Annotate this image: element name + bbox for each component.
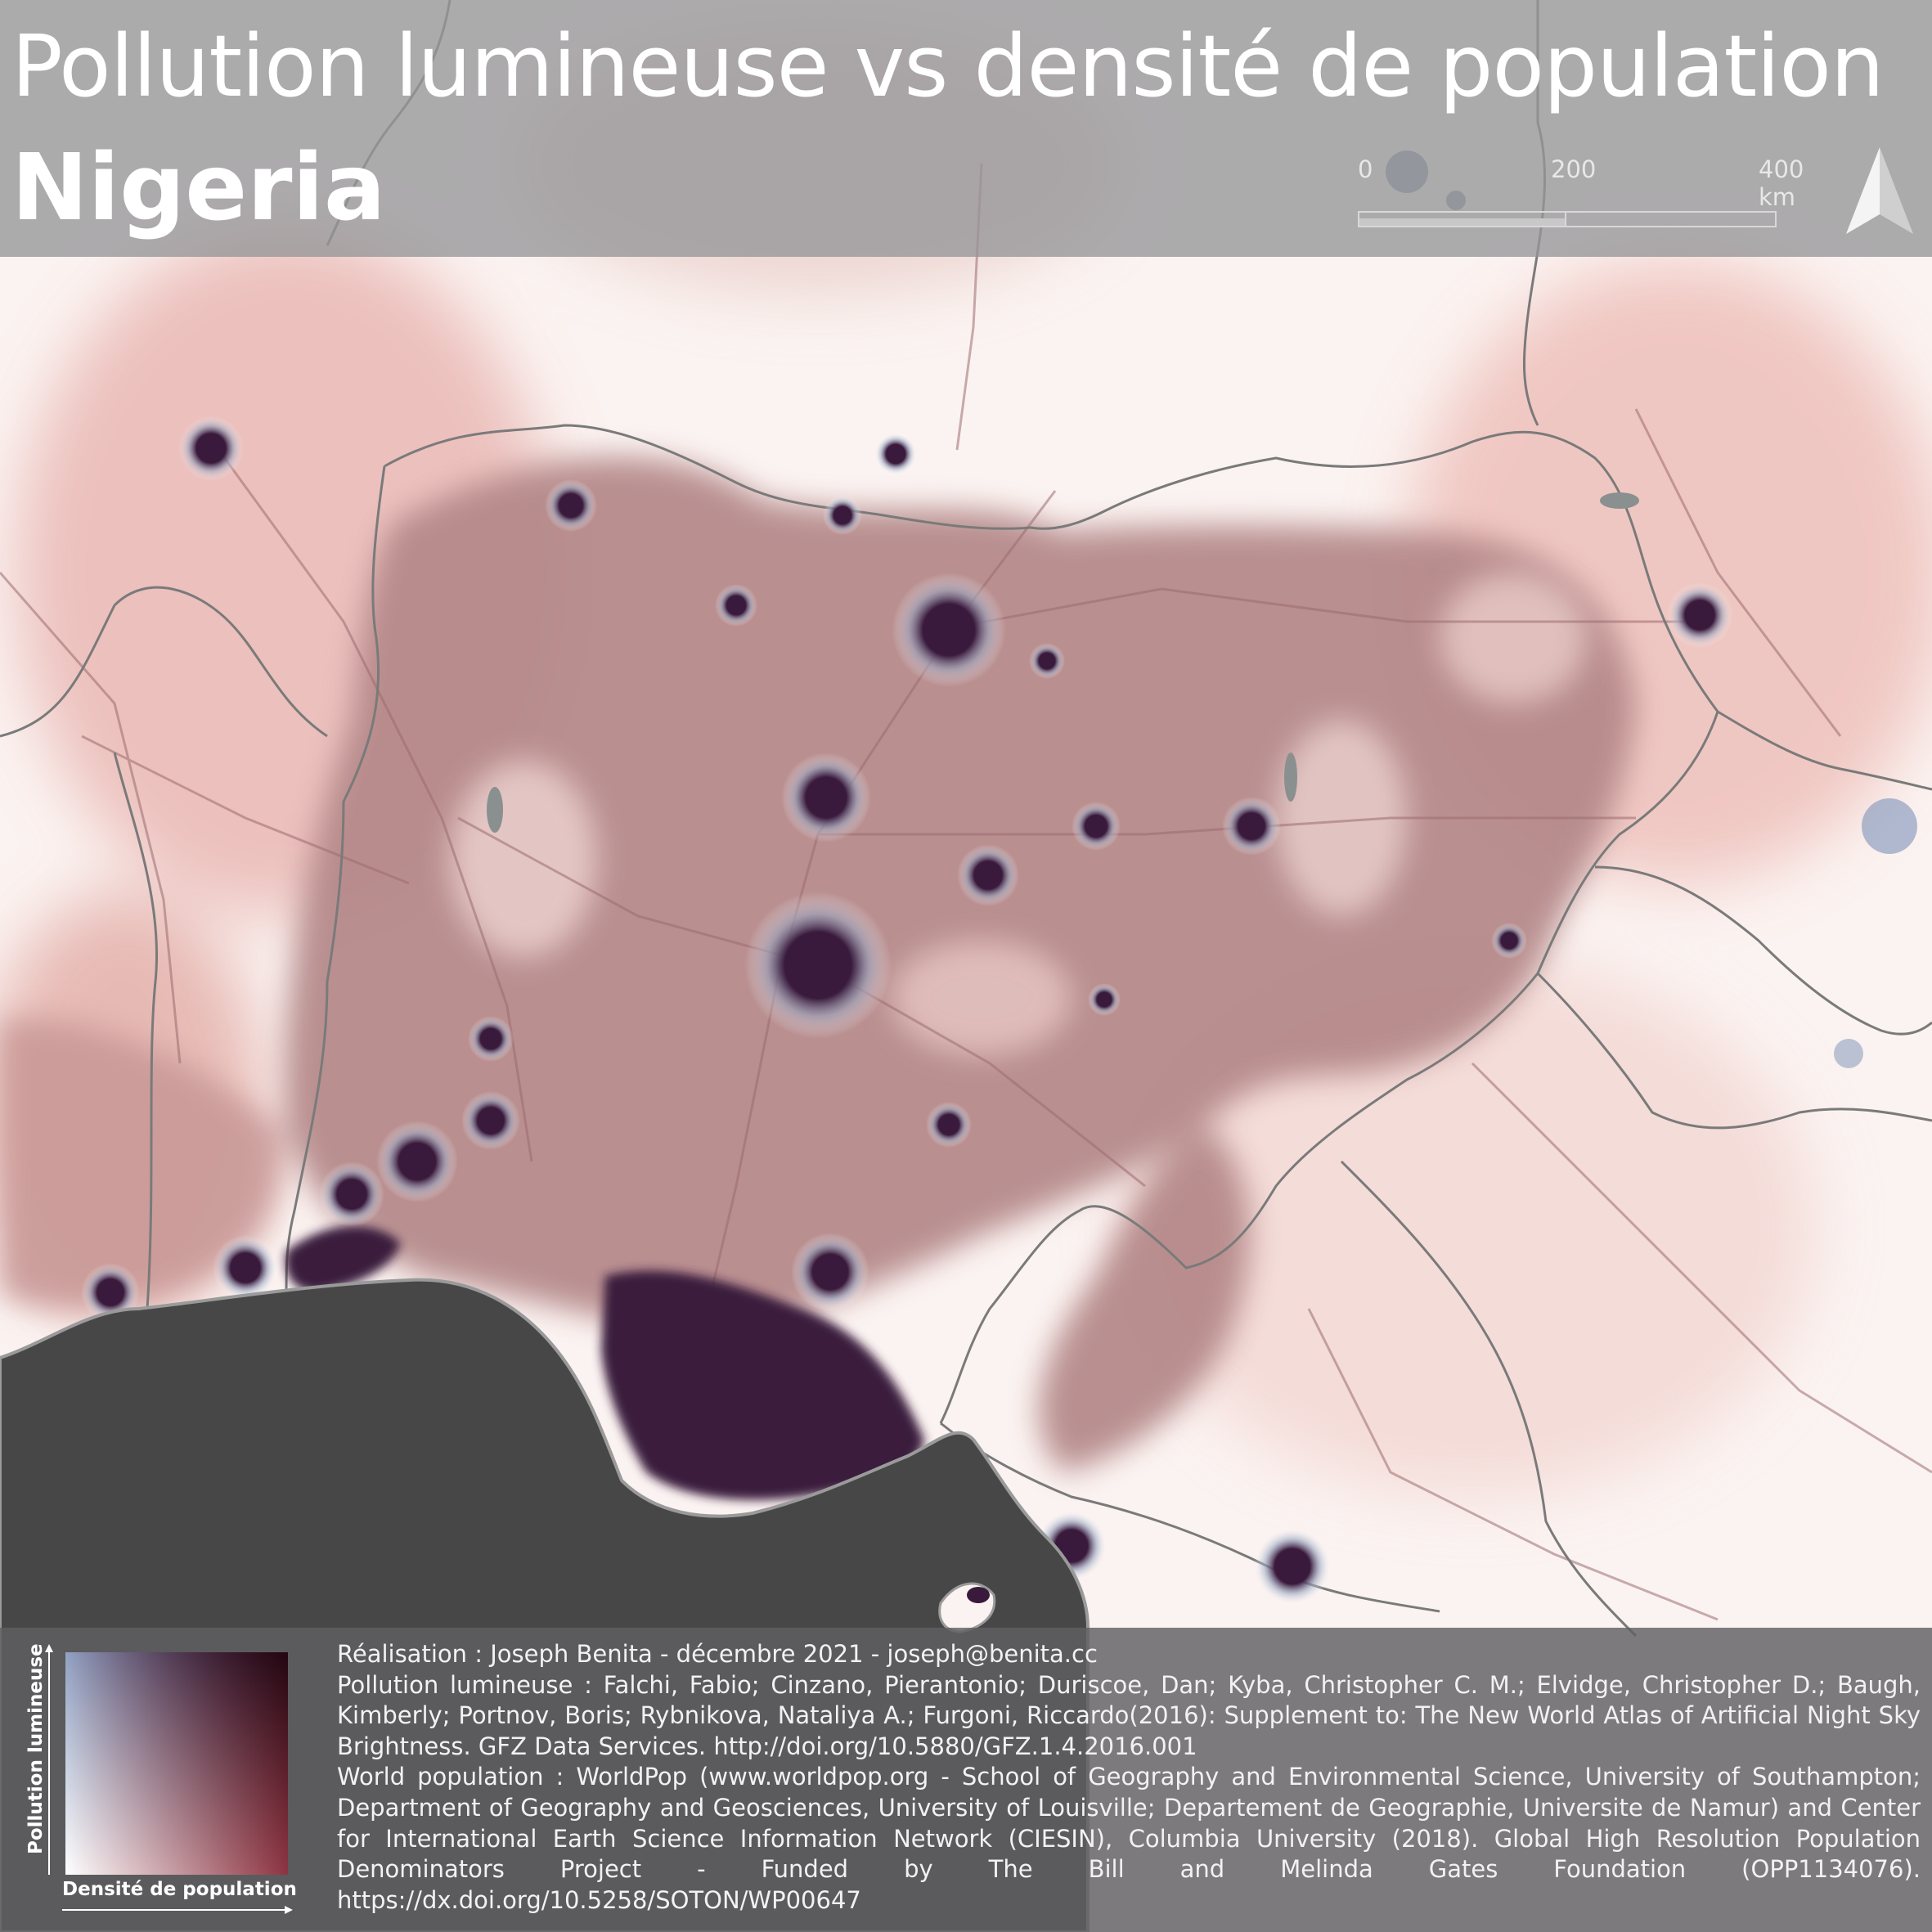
scale-label-200: 200 (1551, 155, 1597, 183)
credit-population-source: World population : WorldPop (www.worldpo… (337, 1763, 1921, 1914)
legend-x-label: Densité de population (62, 1879, 297, 1900)
road-network (0, 163, 1932, 1621)
map-subtitle: Nigeria (11, 135, 386, 241)
bivariate-legend: Pollution lumineuse Densité de populatio… (15, 1643, 297, 1922)
scale-bar-ruler (1358, 211, 1777, 227)
city-glows (81, 151, 1917, 1606)
malabo-glow (967, 1587, 990, 1603)
footer-panel (0, 1628, 1932, 1932)
nigeria-density (0, 456, 1636, 1472)
scale-label-400: 400 km (1759, 155, 1804, 211)
scale-label-0: 0 (1358, 155, 1373, 183)
credit-light-source: Pollution lumineuse : Falchi, Fabio; Cin… (337, 1670, 1921, 1760)
title-banner: Pollution lumineuse vs densité de popula… (0, 0, 1932, 257)
legend-axes (45, 1644, 293, 1914)
north-arrow-icon (1846, 147, 1913, 234)
map-title: Pollution lumineuse vs densité de popula… (11, 16, 1885, 116)
lakes (487, 492, 1639, 833)
legend-y-label: Pollution lumineuse (25, 1643, 47, 1854)
credits-block: Réalisation : Joseph Benita - décembre 2… (337, 1639, 1921, 1916)
credit-author: Réalisation : Joseph Benita - décembre 2… (337, 1640, 1098, 1668)
scale-bar: 0 200 400 km (1358, 155, 1804, 231)
legend-color-overlay (65, 1652, 288, 1875)
